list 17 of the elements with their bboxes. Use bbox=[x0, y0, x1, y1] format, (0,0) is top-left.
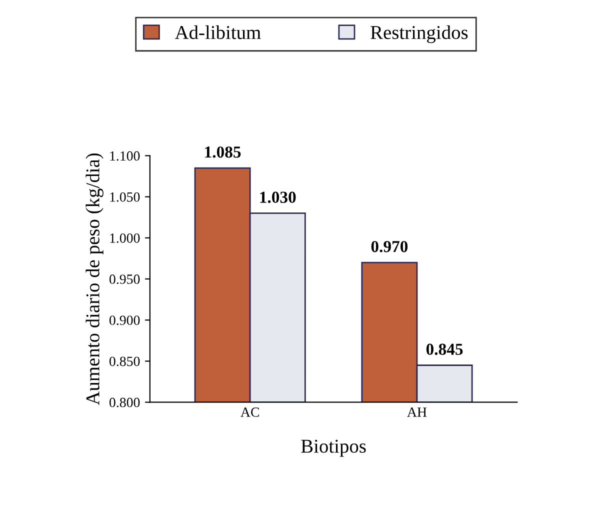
y-tick-label: 1.000 bbox=[110, 233, 140, 243]
y-tick-label: 0.800 bbox=[109, 398, 140, 408]
x-tick-label: AC bbox=[240, 408, 259, 417]
y-axis-title: Aumento diario de peso (kg/dia) bbox=[86, 153, 104, 406]
x-tick-label: AH bbox=[407, 408, 427, 417]
data-label: 0.845 bbox=[426, 344, 463, 355]
y-tick-label: 1.100 bbox=[110, 151, 140, 161]
y-tick-label: 0.850 bbox=[109, 356, 140, 366]
legend-label: Ad-libitum bbox=[174, 25, 261, 40]
legend-label: Restringidos bbox=[370, 25, 468, 44]
x-axis-title: Biotipos bbox=[301, 440, 366, 457]
data-label: 1.085 bbox=[205, 146, 241, 158]
y-tick-label: 1.050 bbox=[110, 192, 140, 202]
data-label: 1.030 bbox=[260, 192, 296, 203]
data-label: 0.970 bbox=[371, 240, 408, 252]
y-tick-label: 0.900 bbox=[109, 316, 140, 326]
y-tick-label: 0.950 bbox=[109, 274, 140, 284]
